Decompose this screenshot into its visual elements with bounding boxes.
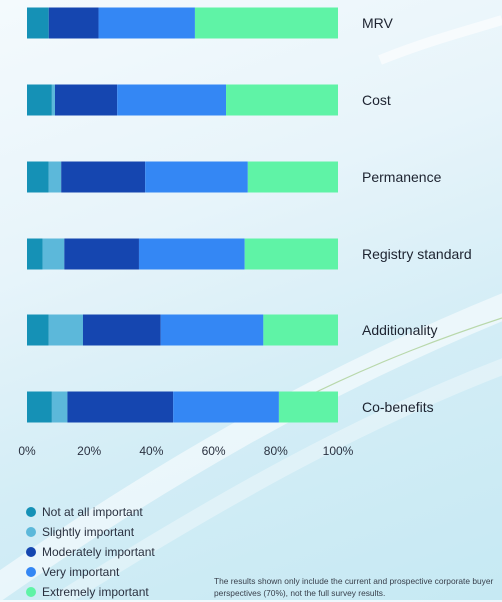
legend-swatch xyxy=(26,587,36,597)
bar-segment xyxy=(160,314,264,346)
x-tick-label: 40% xyxy=(139,444,163,458)
footnote: The results shown only include the curre… xyxy=(214,576,494,598)
category-label: MRV xyxy=(362,15,394,31)
bar-segment xyxy=(67,391,174,423)
bar-segment xyxy=(263,314,338,346)
x-tick-label: 80% xyxy=(264,444,288,458)
bar-segment xyxy=(48,7,99,39)
bar-segment xyxy=(138,238,245,270)
bar-segment xyxy=(27,391,52,423)
category-label: Registry standard xyxy=(362,246,472,262)
legend-swatch xyxy=(26,507,36,517)
bar-segment xyxy=(244,238,338,270)
legend-label: Not at all important xyxy=(42,505,143,519)
bar-segment xyxy=(194,7,338,39)
legend-item: Slightly important xyxy=(26,522,155,542)
legend-item: Extremely important xyxy=(26,582,155,602)
legend-swatch xyxy=(26,527,36,537)
legend-label: Moderately important xyxy=(42,545,155,559)
bar-segment xyxy=(51,84,55,116)
category-label: Cost xyxy=(362,92,391,108)
legend-swatch xyxy=(26,547,36,557)
bar-segment xyxy=(48,314,83,346)
bar-segment xyxy=(27,314,49,346)
legend-swatch xyxy=(26,567,36,577)
legend-label: Slightly important xyxy=(42,525,135,539)
bar-segment xyxy=(82,314,161,346)
bar-segment xyxy=(27,7,49,39)
legend-label: Very important xyxy=(42,565,120,579)
legend-item: Moderately important xyxy=(26,542,155,562)
category-label: Permanence xyxy=(362,169,442,185)
legend-item: Very important xyxy=(26,562,155,582)
stacked-bar-chart: MRV Cost Permanence Registry standard Additi… xyxy=(18,7,472,458)
bar-segment xyxy=(27,161,49,193)
bar-segment xyxy=(54,84,118,116)
bar-segment xyxy=(247,161,338,193)
legend-item: Not at all important xyxy=(26,502,155,522)
category-label: Co-benefits xyxy=(362,399,434,415)
bar-segment xyxy=(117,84,227,116)
x-tick-label: 0% xyxy=(18,444,36,458)
x-tick-label: 100% xyxy=(323,444,354,458)
bar-segment xyxy=(61,161,146,193)
bar-segment xyxy=(145,161,248,193)
bar-segment xyxy=(48,161,62,193)
bar-segment xyxy=(42,238,65,270)
bar-segment xyxy=(173,391,279,423)
bar-segment xyxy=(27,84,52,116)
bar-segment xyxy=(98,7,195,39)
x-tick-label: 60% xyxy=(202,444,226,458)
legend-label: Extremely important xyxy=(42,585,149,599)
bar-segment xyxy=(27,238,43,270)
bar-segment xyxy=(278,391,338,423)
bar-segment xyxy=(51,391,68,423)
bar-segment xyxy=(64,238,139,270)
chart-legend: Not at all important Slightly important Mo… xyxy=(26,502,155,602)
x-tick-label: 20% xyxy=(77,444,101,458)
category-label: Additionality xyxy=(362,322,438,338)
bar-segment xyxy=(226,84,338,116)
